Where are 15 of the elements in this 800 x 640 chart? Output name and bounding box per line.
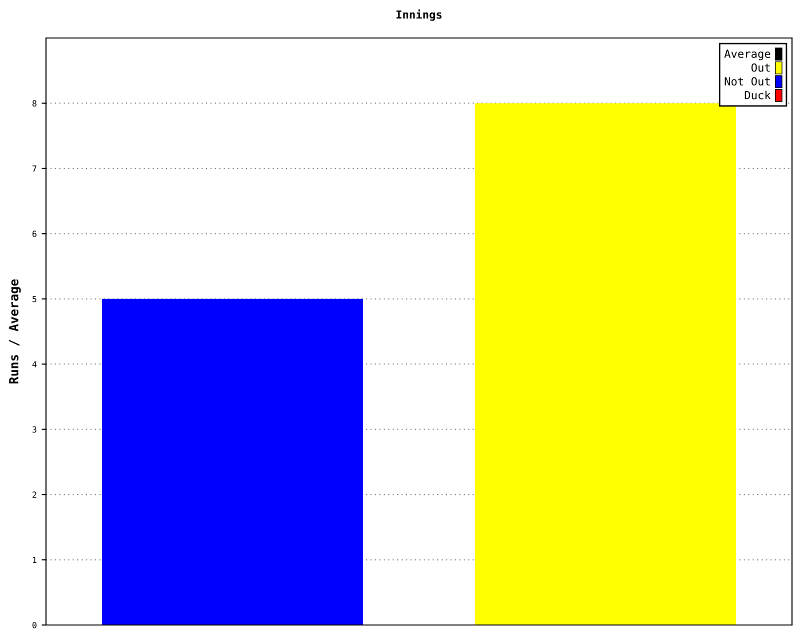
- y-tick-label: 8: [32, 100, 36, 107]
- y-tick-label: 1: [32, 556, 36, 563]
- legend-label: Duck: [744, 90, 771, 100]
- y-tick-label: 3: [32, 426, 36, 433]
- y-tick-label: 6: [32, 230, 36, 237]
- y-axis-title: Runs / Average: [9, 279, 21, 384]
- y-tick-label: 5: [32, 296, 36, 302]
- legend-label: Average: [724, 50, 770, 60]
- legend-label: Not Out: [724, 77, 770, 86]
- y-tick-label: 7: [32, 166, 36, 172]
- y-tick-label: 2: [32, 492, 36, 498]
- legend-label: Out: [751, 63, 770, 72]
- chart-title: Innings: [396, 10, 442, 21]
- y-tick-label: 0: [32, 622, 36, 628]
- y-tick-label: 4: [32, 361, 37, 368]
